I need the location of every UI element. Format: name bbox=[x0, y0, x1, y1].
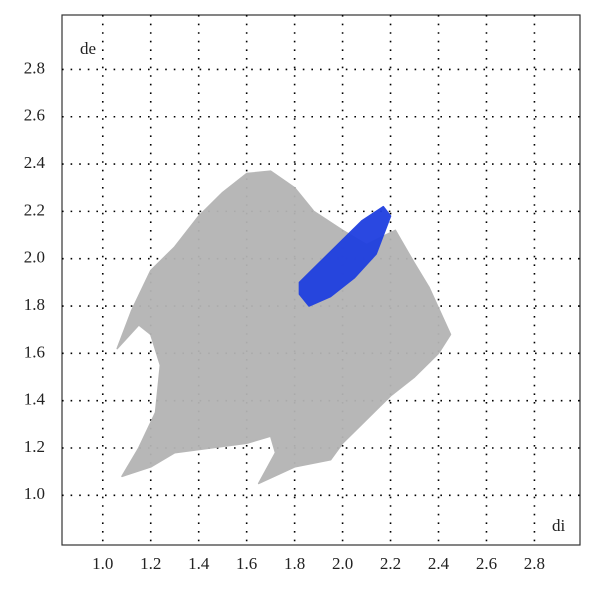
x-tick-label: 2.6 bbox=[476, 554, 497, 573]
y-tick-label: 2.0 bbox=[24, 248, 45, 267]
y-tick-label: 1.6 bbox=[24, 342, 45, 361]
fingerprint-region bbox=[298, 205, 392, 307]
marks bbox=[116, 170, 452, 485]
y-tick-label: 2.6 bbox=[24, 106, 45, 125]
y-axis-label: de bbox=[80, 39, 96, 58]
x-tick-label: 1.0 bbox=[92, 554, 113, 573]
x-tick-label: 2.4 bbox=[428, 554, 450, 573]
x-tick-label: 1.4 bbox=[188, 554, 210, 573]
x-tick-label: 1.6 bbox=[236, 554, 257, 573]
x-axis-label: di bbox=[552, 516, 566, 535]
x-tick-label: 1.2 bbox=[140, 554, 161, 573]
x-tick-label: 2.8 bbox=[524, 554, 545, 573]
y-tick-label: 2.8 bbox=[24, 58, 45, 77]
y-tick-label: 1.4 bbox=[24, 390, 46, 409]
y-tick-label: 1.8 bbox=[24, 295, 45, 314]
y-tick-label: 1.2 bbox=[24, 437, 45, 456]
x-tick-label: 2.0 bbox=[332, 554, 353, 573]
x-tick-label: 2.2 bbox=[380, 554, 401, 573]
y-tick-label: 2.2 bbox=[24, 200, 45, 219]
x-tick-label: 1.8 bbox=[284, 554, 305, 573]
y-tick-label: 1.0 bbox=[24, 484, 45, 503]
y-tick-label: 2.4 bbox=[24, 153, 46, 172]
